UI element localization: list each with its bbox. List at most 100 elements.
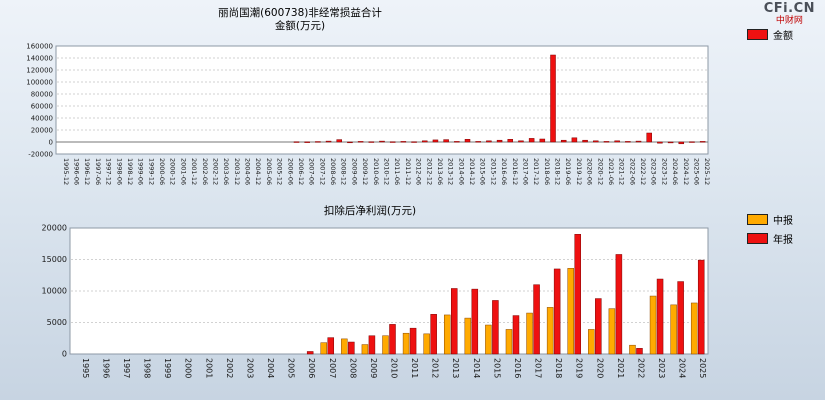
svg-text:2024-12: 2024-12: [682, 158, 690, 185]
svg-text:2002-06: 2002-06: [201, 158, 209, 185]
svg-text:2025-06: 2025-06: [692, 158, 700, 185]
cfi-logo-cn-text: 中财网: [775, 16, 803, 26]
svg-text:40000: 40000: [31, 115, 53, 123]
chart1-title-line2: 金额(万元): [274, 20, 326, 32]
chart2-title: 扣除后净利润(万元): [323, 205, 417, 217]
svg-text:1998: 1998: [143, 358, 152, 378]
svg-text:2011-06: 2011-06: [393, 158, 401, 185]
svg-text:160000: 160000: [26, 43, 53, 51]
svg-text:2004: 2004: [266, 358, 275, 378]
svg-text:2008-12: 2008-12: [340, 158, 348, 185]
svg-text:2021-06: 2021-06: [607, 158, 615, 185]
cfi-logo-text: CFi.CN: [763, 1, 815, 16]
svg-text:2009: 2009: [369, 358, 378, 378]
svg-text:2006: 2006: [307, 358, 316, 378]
svg-text:1996-12: 1996-12: [83, 158, 91, 185]
svg-text:2007-06: 2007-06: [308, 158, 316, 185]
svg-text:2020: 2020: [595, 358, 604, 378]
svg-text:2001: 2001: [204, 358, 213, 378]
legend-item-interim: 中报: [747, 212, 793, 227]
svg-text:2016-06: 2016-06: [500, 158, 508, 185]
svg-text:2017: 2017: [534, 358, 543, 378]
svg-text:0: 0: [62, 350, 67, 359]
svg-text:2013: 2013: [451, 358, 460, 378]
svg-text:2022-12: 2022-12: [639, 158, 647, 185]
svg-text:2009-12: 2009-12: [361, 158, 369, 185]
svg-text:2008-06: 2008-06: [329, 158, 337, 185]
svg-text:2002: 2002: [225, 358, 234, 378]
legend-item-annual: 年报: [747, 231, 793, 246]
svg-text:2010-12: 2010-12: [383, 158, 391, 185]
legend-label-interim: 中报: [773, 216, 793, 227]
legend-label-annual: 年报: [773, 235, 793, 246]
svg-text:2006-06: 2006-06: [286, 158, 294, 185]
svg-text:2015-06: 2015-06: [479, 158, 487, 185]
svg-text:1997-06: 1997-06: [94, 158, 102, 185]
svg-text:2023: 2023: [657, 358, 666, 378]
svg-text:2000-12: 2000-12: [169, 158, 177, 185]
svg-text:2018-06: 2018-06: [543, 158, 551, 185]
svg-text:1999-12: 1999-12: [147, 158, 155, 185]
svg-text:2004-12: 2004-12: [254, 158, 262, 185]
svg-text:2005: 2005: [287, 358, 296, 378]
chart2-canvas: 0 5000 10000 15000 20000 1995 1996 1997 1998 1999…: [42, 224, 709, 378]
svg-text:2003: 2003: [245, 358, 254, 378]
svg-text:100000: 100000: [26, 79, 53, 87]
svg-text:2025-12: 2025-12: [703, 158, 711, 185]
svg-text:20000: 20000: [42, 224, 67, 233]
svg-text:10000: 10000: [42, 287, 67, 296]
svg-text:2007-12: 2007-12: [318, 158, 326, 185]
svg-text:1998-06: 1998-06: [115, 158, 123, 185]
svg-text:1999-06: 1999-06: [137, 158, 145, 185]
svg-text:2000: 2000: [184, 358, 193, 378]
legend-swatch-annual: [747, 233, 768, 244]
legend-swatch-interim: [747, 214, 768, 225]
svg-text:2010: 2010: [390, 358, 399, 378]
svg-text:2023-06: 2023-06: [650, 158, 658, 185]
svg-text:2016-12: 2016-12: [511, 158, 519, 185]
chart1-title: 丽尚国潮(600738)非经常损益合计 金额(万元): [40, 7, 560, 33]
svg-text:1996-06: 1996-06: [73, 158, 81, 185]
svg-text:2013-12: 2013-12: [447, 158, 455, 185]
svg-text:2020-06: 2020-06: [586, 158, 594, 185]
svg-text:2014-12: 2014-12: [468, 158, 476, 185]
svg-text:2017-06: 2017-06: [521, 158, 529, 185]
svg-text:2008: 2008: [348, 358, 357, 378]
svg-text:2016: 2016: [513, 358, 522, 378]
svg-text:1996: 1996: [101, 358, 110, 378]
svg-text:0: 0: [49, 139, 53, 147]
svg-text:2017-12: 2017-12: [532, 158, 540, 185]
svg-text:2021: 2021: [616, 358, 625, 378]
svg-text:120000: 120000: [26, 67, 53, 75]
legend-item-amount: 金额: [747, 27, 793, 42]
svg-text:15000: 15000: [42, 255, 67, 264]
svg-text:2013-06: 2013-06: [436, 158, 444, 185]
chart1-canvas: -20000 0 20000 40000 60000 80000 100000 120000 1…: [26, 43, 711, 186]
svg-text:-20000: -20000: [28, 151, 53, 159]
cfi-logo: CFi.CN 中财网: [763, 1, 815, 27]
svg-text:2002-12: 2002-12: [211, 158, 219, 185]
svg-text:2019-12: 2019-12: [575, 158, 583, 185]
svg-text:2001-12: 2001-12: [190, 158, 198, 185]
svg-text:2001-06: 2001-06: [179, 158, 187, 185]
svg-text:2006-12: 2006-12: [297, 158, 305, 185]
svg-text:2024-06: 2024-06: [671, 158, 679, 185]
svg-text:2005-12: 2005-12: [276, 158, 284, 185]
svg-text:2012-12: 2012-12: [425, 158, 433, 185]
svg-text:2000-06: 2000-06: [158, 158, 166, 185]
svg-text:2018-12: 2018-12: [554, 158, 562, 185]
svg-text:2024: 2024: [678, 358, 687, 378]
svg-text:2011-12: 2011-12: [404, 158, 412, 185]
svg-text:5000: 5000: [47, 318, 67, 327]
svg-text:2020-12: 2020-12: [596, 158, 604, 185]
svg-text:1997: 1997: [122, 358, 131, 378]
svg-text:1997-12: 1997-12: [105, 158, 113, 185]
svg-text:2012-06: 2012-06: [415, 158, 423, 185]
svg-text:20000: 20000: [31, 127, 53, 135]
svg-text:1995: 1995: [81, 358, 90, 378]
svg-text:2010-06: 2010-06: [372, 158, 380, 185]
svg-text:2015-12: 2015-12: [489, 158, 497, 185]
svg-text:2023-12: 2023-12: [660, 158, 668, 185]
svg-text:140000: 140000: [26, 55, 53, 63]
